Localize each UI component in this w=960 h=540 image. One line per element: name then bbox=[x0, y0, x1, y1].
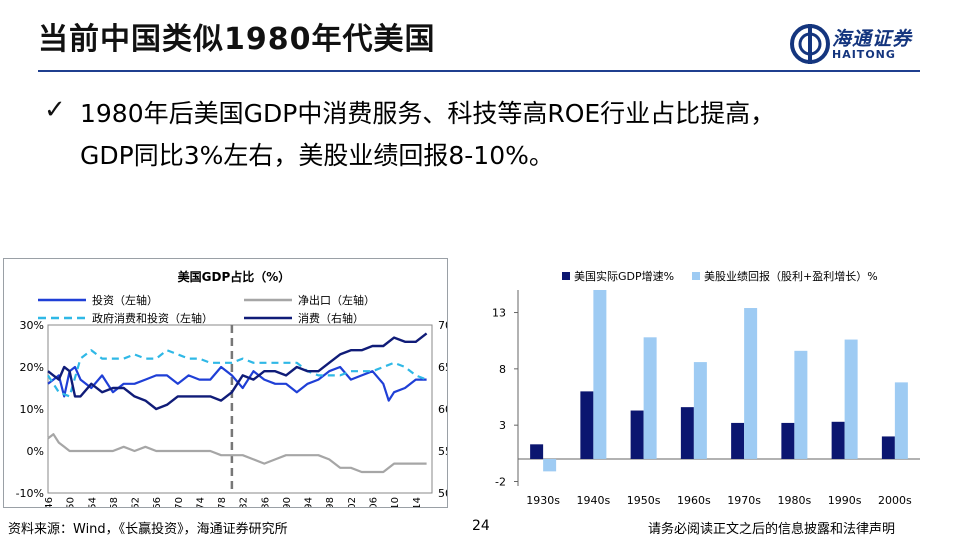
y-left-tick-label: 20% bbox=[20, 361, 44, 374]
y-tick-label: -2 bbox=[495, 475, 506, 488]
x-tick-label: 1986 bbox=[260, 497, 271, 507]
legend-label-consume: 消费（右轴） bbox=[298, 311, 364, 325]
gdp-share-line-chart: 美国GDP占比（%） 投资（左轴） 净出口（左轴） 政府消费和投资（左轴） 消费… bbox=[16, 269, 447, 507]
x-tick-label: 1958 bbox=[109, 497, 120, 507]
series-line-netexport bbox=[47, 433, 427, 474]
y-left-tick-label: 30% bbox=[20, 319, 44, 332]
bar-return bbox=[894, 382, 908, 459]
bar-return bbox=[844, 339, 858, 459]
legend-label-netexport: 净出口（左轴） bbox=[298, 293, 375, 307]
series-line-gov bbox=[47, 349, 427, 398]
bar-gdp bbox=[831, 421, 845, 459]
left-plot-area: 30% 20% 10% 0% -10% 70% 65% 60% 55% 50% 1946 1950 19… bbox=[16, 319, 447, 507]
bar-gdp bbox=[680, 407, 694, 459]
y-left-tick-label: 10% bbox=[20, 403, 44, 416]
bar-return bbox=[693, 362, 707, 459]
bar-return bbox=[744, 308, 758, 459]
logo-text-cn: 海通证券 bbox=[832, 28, 913, 50]
x-tick-label: 1998 bbox=[325, 497, 336, 507]
x-tick-label: 1978 bbox=[217, 497, 228, 507]
checkmark-icon: ✓ bbox=[44, 95, 66, 125]
page-number: 24 bbox=[472, 518, 490, 534]
x-tick-label: 2010 bbox=[390, 497, 401, 507]
y-right-tick-label: 55% bbox=[438, 445, 447, 458]
y-right-tick-label: 60% bbox=[438, 403, 447, 416]
y-tick-label: 13 bbox=[492, 307, 506, 320]
right-plot-area: 13 8 3 -2 1930s 1940s 1950s 1960s 1970s 1980s 1990… bbox=[492, 290, 920, 507]
x-category-label: 1960s bbox=[677, 494, 711, 507]
x-tick-label: 2006 bbox=[369, 497, 380, 507]
x-tick-label: 2002 bbox=[347, 497, 358, 507]
legend-label-gov: 政府消费和投资（左轴） bbox=[92, 311, 213, 325]
footer-disclaimer: 请务必阅读正文之后的信息披露和法律声明 bbox=[648, 522, 896, 537]
bar-gdp bbox=[881, 436, 895, 459]
y-right-tick-label: 65% bbox=[438, 361, 447, 374]
bar-gdp bbox=[530, 444, 544, 459]
logo-text-en: HAITONG bbox=[832, 48, 896, 61]
bar-gdp bbox=[630, 410, 644, 459]
x-tick-label: 1970 bbox=[174, 497, 185, 507]
bar-gdp bbox=[580, 391, 594, 459]
x-category-label: 1950s bbox=[627, 494, 661, 507]
bar-return bbox=[593, 290, 607, 459]
plot-border bbox=[47, 324, 433, 494]
y-tick-label: 3 bbox=[499, 419, 506, 432]
x-category-label: 1970s bbox=[727, 494, 761, 507]
x-category-label: 1940s bbox=[577, 494, 611, 507]
x-tick-label: 1994 bbox=[304, 497, 315, 507]
bullet-text-line1: 1980年后美国GDP中消费服务、科技等高ROE行业占比提高， bbox=[80, 99, 776, 128]
footer-source: 资料来源：Wind，《长赢投资》，海通证券研究所 bbox=[8, 522, 288, 537]
title-divider bbox=[38, 70, 920, 72]
y-left-tick-label: -10% bbox=[16, 487, 44, 500]
bullet-text-line2: GDP同比3%左右，美股业绩回报8-10%。 bbox=[80, 141, 554, 170]
x-category-label: 2000s bbox=[878, 494, 912, 507]
legend-swatch-gdp bbox=[562, 272, 570, 280]
chart-title: 美国GDP占比（%） bbox=[178, 269, 291, 284]
x-tick-label: 1974 bbox=[195, 497, 206, 507]
bar-chart-legend: 美国实际GDP增速% 美股业绩回报（股利+盈利增长）% bbox=[562, 269, 878, 283]
legend-label-return: 美股业绩回报（股利+盈利增长）% bbox=[704, 269, 878, 283]
x-category-label: 1990s bbox=[828, 494, 862, 507]
series-line-invest bbox=[47, 365, 427, 402]
x-tick-label: 1954 bbox=[87, 497, 98, 507]
bar-gdp bbox=[781, 422, 795, 459]
bar-return bbox=[794, 350, 808, 459]
y-left-tick-label: 0% bbox=[27, 445, 44, 458]
x-tick-label: 1946 bbox=[44, 497, 55, 507]
y-right-tick-label: 50% bbox=[438, 487, 447, 500]
series-line-consume bbox=[47, 332, 428, 411]
legend-label-gdp: 美国实际GDP增速% bbox=[574, 269, 674, 283]
haitong-logo bbox=[790, 24, 830, 64]
bar-return bbox=[543, 458, 557, 472]
legend-swatch-return bbox=[692, 272, 700, 280]
x-tick-label: 1950 bbox=[66, 497, 77, 507]
x-category-label: 1980s bbox=[778, 494, 812, 507]
x-tick-label: 1982 bbox=[239, 497, 250, 507]
y-right-tick-label: 70% bbox=[438, 319, 447, 332]
bar-gdp bbox=[731, 422, 745, 459]
x-tick-label: 1962 bbox=[131, 497, 142, 507]
bar-return bbox=[643, 337, 657, 459]
x-tick-label: 1990 bbox=[282, 497, 293, 507]
x-tick-label: 1966 bbox=[152, 497, 163, 507]
legend-label-invest: 投资（左轴） bbox=[92, 293, 158, 307]
haitong-emblem-icon bbox=[790, 24, 830, 64]
page-title: 当前中国类似1980年代美国 bbox=[38, 22, 436, 57]
chart-legend: 投资（左轴） 净出口（左轴） 政府消费和投资（左轴） 消费（右轴） bbox=[38, 293, 375, 325]
x-tick-label: 2014 bbox=[412, 497, 423, 507]
y-tick-label: 8 bbox=[499, 363, 506, 376]
gdp-share-chart-frame bbox=[3, 258, 448, 508]
x-category-label: 1930s bbox=[526, 494, 560, 507]
